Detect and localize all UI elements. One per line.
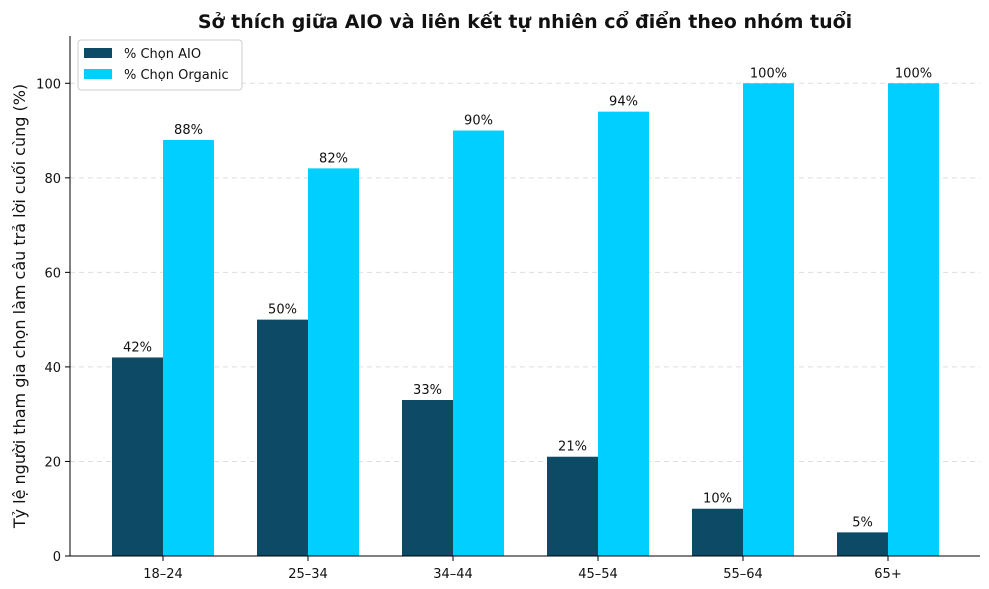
bar <box>547 456 598 556</box>
data-label: 42% <box>123 340 152 355</box>
bar <box>692 508 743 556</box>
bar <box>453 130 504 556</box>
bar <box>257 319 308 556</box>
data-label: 33% <box>413 383 442 398</box>
data-label: 50% <box>268 303 297 318</box>
data-label: 21% <box>558 440 587 455</box>
data-label: 90% <box>464 114 493 129</box>
legend-label: % Chọn Organic <box>124 68 229 83</box>
bars: 42% 50% 33% 21% 10% 5% 88% 82% 90% 94% 100% 100% <box>112 66 939 557</box>
data-label: 5% <box>852 515 873 530</box>
x-tick-label: 34–44 <box>433 567 473 582</box>
bar <box>598 111 649 557</box>
y-tick-label: 0 <box>53 550 61 565</box>
y-axis-label: Tỷ lệ người tham gia chọn làm câu trả lờ… <box>10 84 29 529</box>
bar <box>837 532 888 556</box>
x-tick-label: 18–24 <box>143 567 183 582</box>
axes: 0 20 40 60 80 100 18–24 25–34 34–44 45–54 55–64 65+ <box>36 36 980 582</box>
bar <box>888 83 939 556</box>
x-tick-label: 55–64 <box>723 567 763 582</box>
bar <box>112 357 163 556</box>
y-tick-label: 20 <box>44 455 61 470</box>
bar <box>308 168 359 556</box>
data-label: 88% <box>174 123 203 138</box>
chart-title: Sở thích giữa AIO và liên kết tự nhiên c… <box>198 10 852 33</box>
data-label: 100% <box>750 66 787 81</box>
data-label: 82% <box>319 151 348 166</box>
legend-label: % Chọn AIO <box>124 47 201 62</box>
legend-box <box>77 39 243 91</box>
legend: % Chọn AIO % Chọn Organic <box>77 39 243 91</box>
data-label: 100% <box>895 66 932 81</box>
x-tick-label: 65+ <box>874 567 901 582</box>
legend-swatch <box>84 69 112 79</box>
y-tick-label: 60 <box>44 266 61 281</box>
y-tick-label: 100 <box>36 77 61 92</box>
bar <box>743 83 794 556</box>
legend-swatch <box>84 48 112 58</box>
data-label: 10% <box>703 492 732 507</box>
data-label: 94% <box>609 95 638 110</box>
y-tick-label: 40 <box>44 361 61 376</box>
y-tick-label: 80 <box>44 172 61 187</box>
bar <box>402 400 453 556</box>
x-tick-label: 25–34 <box>288 567 328 582</box>
x-tick-label: 45–54 <box>578 567 618 582</box>
bar <box>163 140 214 556</box>
